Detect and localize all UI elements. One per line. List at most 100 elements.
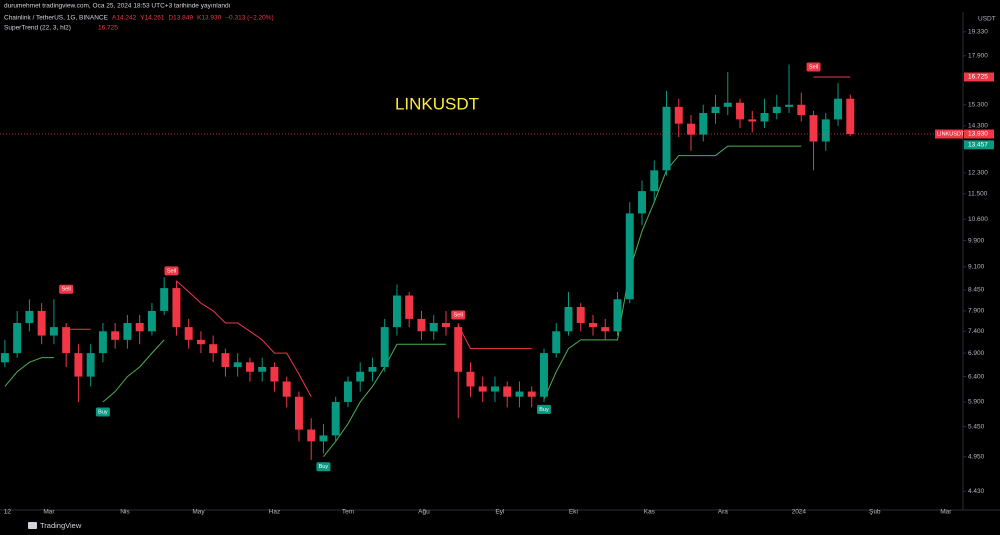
candle-body: [74, 353, 83, 377]
candle-body: [429, 322, 438, 332]
y-tick-label: 9.100: [968, 264, 985, 271]
y-tick-label: 5.900: [968, 399, 985, 406]
candle-body: [417, 318, 426, 332]
candle-body: [711, 106, 720, 114]
candle-body: [233, 362, 242, 367]
candle-body: [809, 115, 818, 142]
candle-body: [135, 322, 144, 332]
signal-label: Sell: [809, 64, 818, 70]
candle-body: [221, 353, 230, 367]
y-tick-label: 5.450: [968, 423, 985, 430]
candle-body: [307, 429, 316, 442]
signal-marker: [95, 407, 110, 417]
signal-label: Buy: [539, 407, 549, 413]
candle-body: [821, 119, 830, 142]
last-price-label: 13.930: [968, 131, 988, 138]
signal-label: Sell: [62, 287, 71, 293]
brand-logo: [28, 522, 37, 529]
signal-marker: [536, 404, 551, 414]
candle-body: [625, 213, 634, 300]
candle-body: [723, 102, 732, 107]
candle-body: [319, 435, 328, 442]
candle-body: [601, 327, 610, 332]
x-tick-label: Ara: [718, 509, 729, 516]
candle-body: [797, 104, 806, 116]
candle-body: [160, 288, 169, 311]
candle-body: [392, 295, 401, 328]
candle-body: [576, 306, 585, 323]
y-tick-label: 7.900: [968, 308, 985, 315]
candle-body: [736, 102, 744, 120]
ohlc-value: D13.849: [168, 15, 193, 22]
candle-body: [846, 98, 855, 135]
signal-label: Buy: [319, 464, 329, 470]
candle-body: [503, 386, 512, 397]
published-note: durumehmet tradingview.com, Oca 25, 2024…: [4, 3, 231, 10]
y-tick-label: 8.450: [968, 287, 985, 294]
x-tick-label: Şub: [869, 509, 881, 516]
candle-body: [282, 381, 291, 397]
candle-body: [613, 299, 622, 332]
symbol: Chainlink / TetherUS, 1G, BINANCE: [4, 15, 109, 22]
candle-body: [37, 310, 46, 336]
candle-body: [331, 401, 340, 436]
x-tick-label: 2024: [792, 509, 807, 516]
candle-body: [147, 310, 156, 332]
supertrend-line: [4, 145, 802, 458]
chart-title: LINKUSDT: [395, 94, 479, 113]
y-tick-label: 10.600: [968, 216, 988, 223]
candle-body: [245, 362, 254, 372]
candle-body: [650, 170, 659, 192]
candle-body: [343, 381, 352, 402]
candle-body: [380, 327, 389, 367]
ohlc-value: A14.242: [112, 15, 137, 22]
symbol-tag-label: LINKUSDT: [937, 131, 965, 137]
x-tick-label: Mar: [43, 509, 55, 516]
x-tick-label: Haz: [269, 509, 281, 516]
candle-body: [270, 366, 279, 382]
candle-body: [441, 322, 450, 328]
candle-body: [785, 104, 794, 107]
y-tick-label: 11.500: [968, 191, 988, 198]
y-tick-label: 4.950: [968, 453, 985, 460]
indicator-name: SuperTrend (22, 3, hl2): [4, 25, 71, 32]
signal-marker: [316, 462, 331, 472]
price-tag: [964, 140, 994, 150]
y-tick-label: 4.430: [968, 488, 985, 495]
x-tick-label: 12: [4, 509, 12, 516]
currency: USDT: [978, 16, 996, 23]
signal-label: Buy: [98, 409, 108, 415]
candle-body: [454, 327, 463, 372]
candle-body: [834, 98, 843, 120]
x-tick-label: Ağu: [418, 509, 430, 516]
candle-body: [687, 123, 695, 135]
y-tick-label: 17.900: [968, 53, 988, 60]
candle-body: [662, 106, 671, 171]
ohlc-values: A14.242 Y14.261 D13.849 K13.930 −0.313 (−2.2…: [112, 15, 274, 22]
candle-body: [760, 113, 769, 122]
y-tick-label: 6.400: [968, 373, 985, 380]
signal-marker: [59, 284, 74, 294]
x-tick-label: May: [192, 509, 205, 516]
y-tick-label: 9.900: [968, 237, 985, 244]
candle-body: [589, 322, 597, 328]
y-tick-label: 15.300: [968, 101, 988, 108]
candle-body: [0, 353, 9, 363]
candle-body: [172, 288, 181, 328]
candle-body: [540, 353, 548, 397]
x-tick-label: Kas: [644, 509, 656, 516]
candle-body: [356, 371, 365, 382]
signal-label: Sell: [167, 268, 176, 274]
last-price-tag: [964, 129, 994, 139]
ohlc-value: −0.313 (−2.20%): [225, 15, 273, 22]
candle-body: [368, 366, 377, 372]
y-tick-label: 6.900: [968, 350, 985, 357]
signal-marker: [806, 62, 821, 72]
signal-label: Sell: [454, 313, 463, 319]
candle-body: [123, 322, 132, 340]
candle-body: [98, 331, 107, 354]
supertrend-line: [66, 76, 851, 397]
price-tag-label: 13.457: [968, 142, 988, 149]
